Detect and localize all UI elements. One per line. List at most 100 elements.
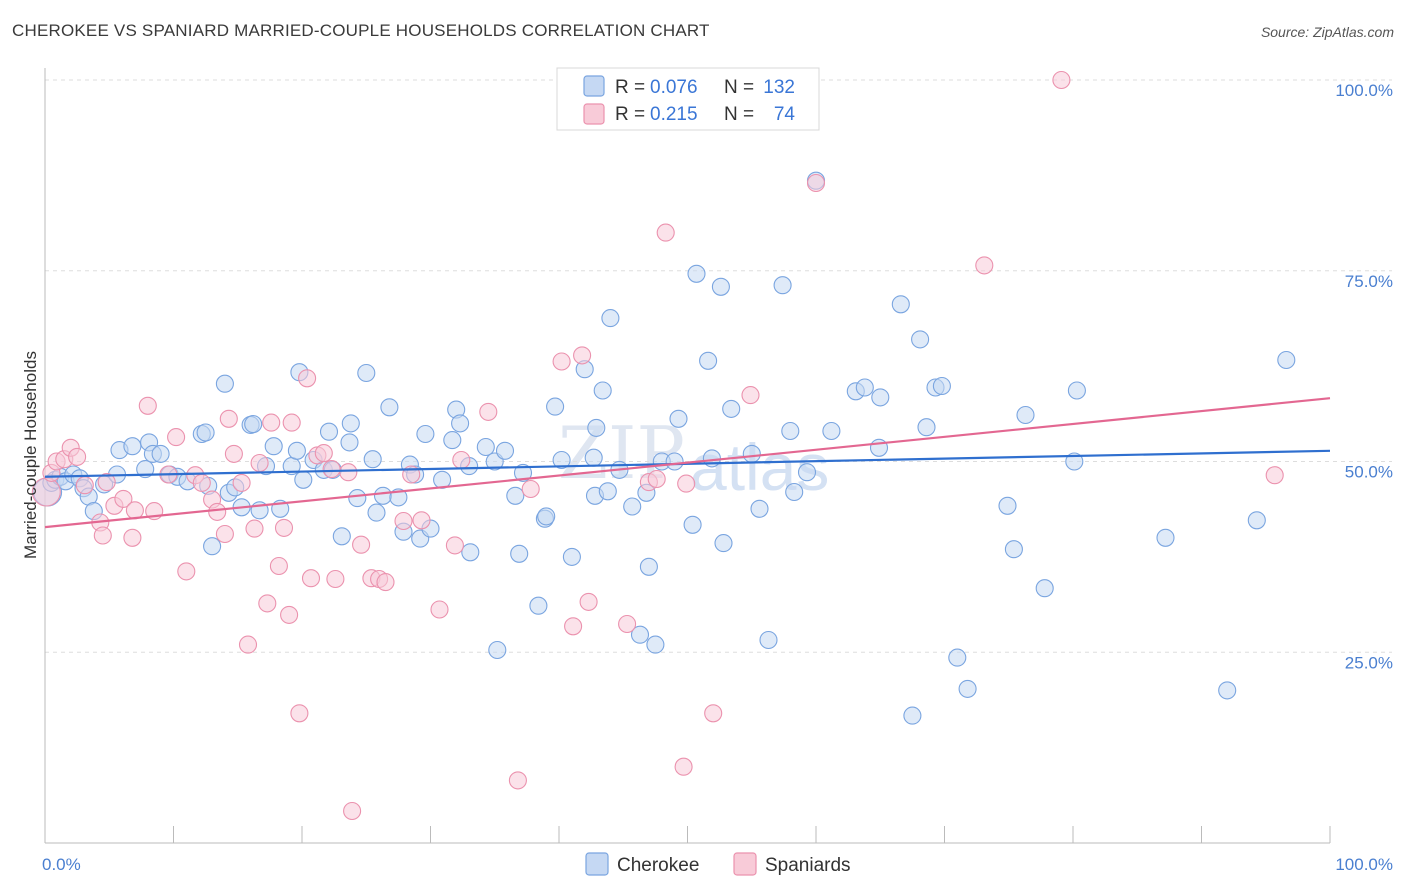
bottom-legend-swatch-spaniards (733, 852, 757, 876)
legend-r-label-cherokee: R = (615, 77, 645, 98)
cherokee-point-67 (488, 640, 507, 660)
cherokee-point-117 (932, 376, 951, 396)
cherokee-point-101 (759, 630, 778, 650)
y-tick-label-75: 75.0% (1345, 272, 1393, 291)
spaniards-point-65 (656, 223, 675, 242)
spaniards-point-48 (376, 573, 395, 592)
cherokee-point-91 (669, 409, 688, 428)
cherokee-point-72 (529, 596, 548, 615)
cherokee-point-22 (196, 423, 215, 442)
cherokee-point-41 (319, 422, 339, 441)
spaniards-point-56 (508, 771, 527, 790)
legend-r-value-cherokee: 0.076 (650, 77, 698, 98)
cherokee-point-57 (416, 424, 435, 444)
spaniards-point-38 (301, 569, 321, 588)
cherokee-point-119 (958, 679, 977, 698)
cherokee-point-123 (1035, 579, 1054, 598)
cherokee-point-115 (917, 418, 936, 437)
legend-n-value-cherokee: 132 (763, 77, 795, 98)
cherokee-point-62 (451, 414, 470, 433)
spaniards-trend-line (44, 397, 1331, 529)
cherokee-point-98 (722, 399, 741, 418)
y-axis-title: Married-couple Households (21, 351, 40, 559)
spaniards-point-8 (93, 526, 112, 545)
cherokee-point-82 (593, 381, 612, 400)
cherokee-point-122 (1016, 405, 1035, 425)
legend-n-label-cherokee: N = (724, 77, 754, 98)
spaniards-point-20 (192, 473, 211, 492)
spaniards-point-31 (262, 413, 281, 432)
spaniards-point-45 (352, 535, 371, 554)
spaniards-point-5 (68, 447, 87, 466)
spaniards-point-41 (322, 460, 341, 479)
cherokee-point-130 (646, 635, 665, 654)
spaniards-point-26 (232, 473, 251, 492)
x-tick-label-min: 0.0% (42, 855, 81, 874)
cherokee-point-96 (711, 277, 730, 296)
spaniards-point-14 (138, 396, 157, 415)
cherokee-point-60 (443, 431, 462, 450)
cherokee-point-84 (601, 309, 620, 328)
cherokee-point-24 (203, 537, 222, 556)
cherokee-point-107 (822, 421, 841, 441)
cherokee-point-33 (264, 437, 283, 456)
cherokee-point-64 (461, 543, 480, 562)
cherokee-point-46 (348, 489, 367, 508)
cherokee-point-75 (546, 397, 565, 416)
spaniards-point-71 (975, 256, 994, 275)
spaniards-point-61 (579, 592, 598, 611)
cherokee-point-93 (687, 264, 706, 283)
spaniards-point-54 (452, 450, 471, 470)
spaniards-point-55 (479, 402, 498, 421)
bottom-legend-swatch-cherokee (585, 852, 609, 876)
spaniards-point-35 (282, 413, 301, 432)
cherokee-point-51 (380, 398, 399, 417)
spaniards-point-59 (564, 617, 583, 636)
cherokee-point-86 (630, 625, 650, 644)
cherokee-trend-line (44, 449, 1331, 478)
spaniards-point-58 (552, 352, 571, 371)
cherokee-point-92 (683, 515, 702, 534)
cherokee-point-13 (123, 437, 142, 456)
cherokee-point-43 (332, 527, 351, 546)
spaniards-point-22 (208, 502, 227, 521)
legend-r-value-spaniards: 0.215 (650, 104, 698, 125)
cherokee-point-124 (1065, 452, 1084, 471)
cherokee-point-112 (891, 295, 910, 314)
spaniards-point-23 (215, 524, 234, 544)
cherokee-point-113 (903, 706, 922, 725)
cherokee-point-83 (598, 482, 617, 501)
cherokee-point-99 (742, 444, 761, 463)
spaniards-point-73 (1265, 466, 1284, 485)
spaniards-point-70 (806, 173, 826, 193)
spaniards-point-34 (280, 605, 299, 624)
cherokee-point-74 (537, 507, 556, 526)
cherokee-point-97 (714, 534, 733, 553)
cherokee-point-49 (367, 503, 386, 522)
spaniards-point-29 (250, 453, 269, 473)
cherokee-point-79 (584, 448, 603, 467)
cherokee-point-129 (1218, 681, 1237, 700)
x-tick-label-max: 100.0% (1335, 855, 1393, 874)
spaniards-point-36 (290, 704, 309, 723)
spaniards-point-44 (343, 801, 362, 821)
bottom-legend-label-spaniards: Spaniards (765, 855, 851, 876)
spaniards-point-12 (123, 528, 142, 547)
cherokee-point-48 (363, 450, 382, 469)
legend-r-label-spaniards: R = (615, 104, 645, 125)
bottom-legend: Cherokee Spaniards (585, 852, 851, 876)
cherokee-point-65 (476, 437, 495, 457)
cherokee-point-68 (495, 441, 515, 460)
spaniards-point-67 (677, 474, 696, 493)
cherokee-point-70 (510, 544, 529, 563)
cherokee-point-114 (911, 330, 930, 349)
y-tick-labels: 25.0% 50.0% 75.0% 100.0% (1335, 81, 1393, 672)
cherokee-point-30 (244, 415, 263, 434)
legend-n-label-spaniards: N = (724, 104, 754, 125)
cherokee-point-36 (287, 441, 306, 460)
trend-lines (44, 397, 1331, 529)
legend-swatch-cherokee (583, 75, 605, 97)
watermark-zip: ZIP (558, 411, 685, 495)
spaniards-point-9 (97, 473, 116, 492)
cherokee-point-100 (750, 499, 769, 518)
